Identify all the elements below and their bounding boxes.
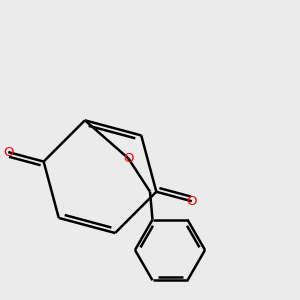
Text: O: O <box>123 152 134 165</box>
Text: O: O <box>187 195 197 208</box>
Text: O: O <box>3 146 13 159</box>
